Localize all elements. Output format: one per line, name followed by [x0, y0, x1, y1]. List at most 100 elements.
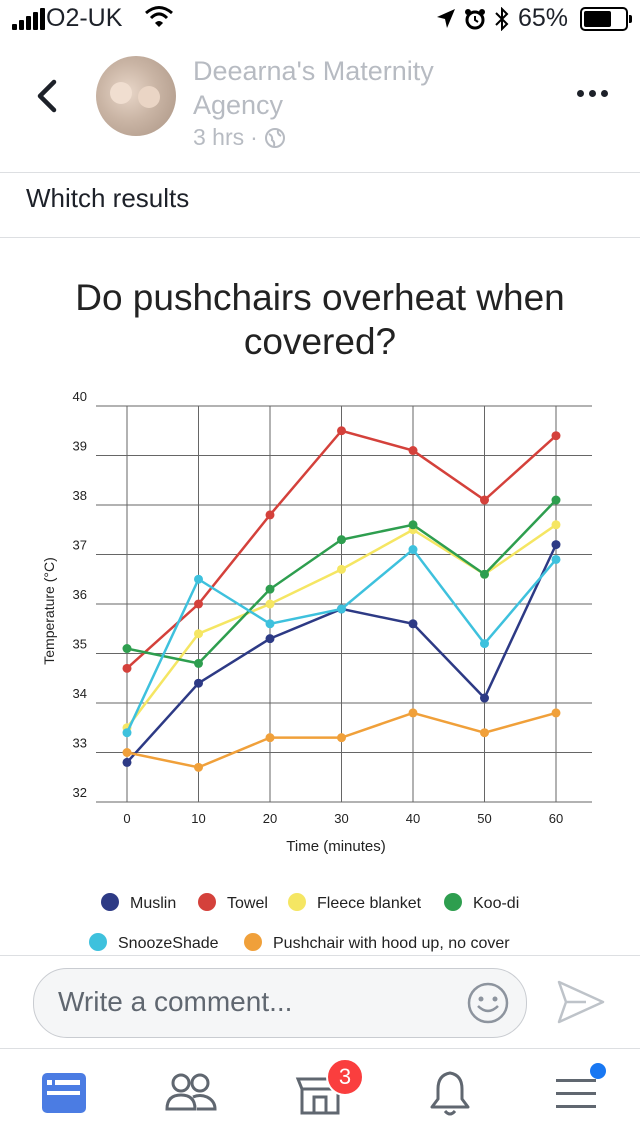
- chart: Do pushchairs overheat when covered? 323…: [41, 277, 592, 952]
- notifications-bell-icon[interactable]: [422, 1065, 478, 1121]
- legend-swatch: [444, 893, 462, 911]
- alarm-icon: [464, 8, 485, 29]
- data-point-towel: [194, 599, 203, 609]
- data-point-koo-di: [194, 658, 203, 668]
- y-tick-label: 36: [73, 587, 87, 602]
- battery-icon: [580, 6, 632, 31]
- data-point-muslin: [551, 540, 561, 550]
- groups-icon[interactable]: [163, 1065, 219, 1121]
- legend-swatch: [198, 893, 216, 911]
- signal-icon: [12, 8, 45, 30]
- legend-swatch: [101, 893, 119, 911]
- status-bar: O2-UK 65%: [0, 0, 640, 36]
- send-icon[interactable]: [556, 978, 606, 1026]
- post-header: Deearna's Maternity Agency 3 hrs ·: [0, 36, 640, 173]
- x-tick-label: 0: [123, 811, 130, 826]
- wifi-icon: [145, 6, 173, 27]
- chart-title-line-2: covered?: [244, 321, 396, 362]
- data-point-snoozeshade: [337, 604, 346, 614]
- post-image-chart[interactable]: Do pushchairs overheat when covered? 32 3…: [0, 238, 640, 955]
- more-options-icon[interactable]: [577, 90, 608, 97]
- y-tick-labels: 32 33 34 35 36 37 38 39 40: [73, 389, 87, 800]
- data-point-towel: [551, 431, 561, 441]
- bottom-tab-bar: [0, 1048, 640, 1137]
- y-tick-label: 38: [73, 488, 87, 503]
- x-tick-label: 10: [191, 811, 205, 826]
- data-point-koo-di: [480, 569, 489, 579]
- chart-legend: Muslin Towel Fleece blanket Koo-di SnoozeSha…: [89, 893, 519, 952]
- data-point-muslin: [408, 619, 418, 629]
- y-axis-label: Temperature (°C): [41, 557, 57, 665]
- data-point-koo-di: [265, 584, 275, 594]
- data-point-muslin: [480, 693, 489, 703]
- data-point-pushchair-with-hood-up-no-cover: [194, 762, 203, 772]
- data-point-snoozeshade: [122, 728, 132, 738]
- comment-input[interactable]: Write a comment...: [33, 968, 527, 1038]
- meta-separator: ·: [250, 124, 258, 150]
- legend-swatch: [89, 933, 107, 951]
- data-point-muslin: [122, 757, 132, 767]
- data-point-towel: [265, 510, 275, 520]
- data-point-koo-di: [337, 535, 346, 545]
- battery-percent: 65%: [517, 4, 568, 32]
- data-point-snoozeshade: [551, 554, 561, 564]
- emoji-icon[interactable]: [466, 981, 510, 1025]
- data-point-pushchair-with-hood-up-no-cover: [265, 733, 275, 743]
- post-text: Whitch results: [26, 183, 190, 213]
- data-point-muslin: [194, 678, 203, 688]
- marketplace-badge: 3: [326, 1058, 364, 1096]
- y-tick-label: 32: [73, 785, 87, 800]
- data-point-pushchair-with-hood-up-no-cover: [551, 708, 561, 718]
- x-tick-label: 60: [549, 811, 563, 826]
- y-tick-label: 33: [73, 736, 87, 751]
- bluetooth-icon: [495, 6, 509, 31]
- legend-label: SnoozeShade: [118, 935, 219, 952]
- y-tick-label: 34: [73, 686, 87, 701]
- y-tick-label: 39: [73, 439, 87, 454]
- divider: [0, 237, 640, 238]
- post-meta: 3 hrs ·: [193, 124, 286, 151]
- x-tick-label: 50: [477, 811, 491, 826]
- comment-bar: Write a comment...: [0, 955, 640, 1049]
- data-point-koo-di: [122, 644, 132, 654]
- y-tick-label: 40: [73, 389, 87, 404]
- menu-notification-dot: [590, 1063, 606, 1079]
- legend-label: Fleece blanket: [317, 895, 422, 912]
- comment-placeholder: Write a comment...: [58, 986, 293, 1017]
- data-point-towel: [122, 663, 132, 673]
- data-point-snoozeshade: [194, 574, 203, 584]
- menu-icon[interactable]: [548, 1065, 604, 1121]
- chart-series: [122, 426, 561, 772]
- data-point-towel: [408, 446, 418, 456]
- data-point-pushchair-with-hood-up-no-cover: [408, 708, 418, 718]
- legend-label: Towel: [227, 895, 268, 912]
- globe-icon: [264, 127, 285, 148]
- data-point-fleece-blanket: [337, 564, 346, 574]
- legend-label: Muslin: [130, 895, 176, 912]
- x-axis-label: Time (minutes): [286, 838, 385, 855]
- data-point-pushchair-with-hood-up-no-cover: [337, 733, 346, 743]
- data-point-pushchair-with-hood-up-no-cover: [122, 748, 132, 757]
- legend-swatch: [288, 893, 306, 911]
- news-feed-icon[interactable]: [36, 1065, 92, 1121]
- x-tick-labels: 0 10 20 30 40 50 60: [123, 811, 563, 826]
- location-arrow-icon: [436, 8, 455, 28]
- data-point-snoozeshade: [480, 639, 489, 649]
- carrier-name: O2-UK: [46, 4, 123, 32]
- post-time: 3 hrs: [193, 124, 245, 150]
- data-point-pushchair-with-hood-up-no-cover: [480, 728, 489, 738]
- data-point-fleece-blanket: [194, 629, 203, 639]
- data-point-muslin: [265, 634, 275, 644]
- data-point-koo-di: [551, 495, 561, 505]
- page-avatar[interactable]: [96, 56, 176, 136]
- legend-label: Pushchair with hood up, no cover: [273, 935, 510, 952]
- data-point-fleece-blanket: [265, 599, 275, 609]
- data-point-snoozeshade: [408, 545, 418, 555]
- legend-label: Koo-di: [473, 895, 519, 912]
- data-point-koo-di: [408, 520, 418, 530]
- data-point-fleece-blanket: [551, 520, 561, 530]
- data-point-snoozeshade: [265, 619, 275, 629]
- back-arrow-icon[interactable]: [30, 76, 70, 116]
- data-point-towel: [337, 426, 346, 436]
- page-name[interactable]: Deearna's Maternity Agency: [193, 56, 434, 120]
